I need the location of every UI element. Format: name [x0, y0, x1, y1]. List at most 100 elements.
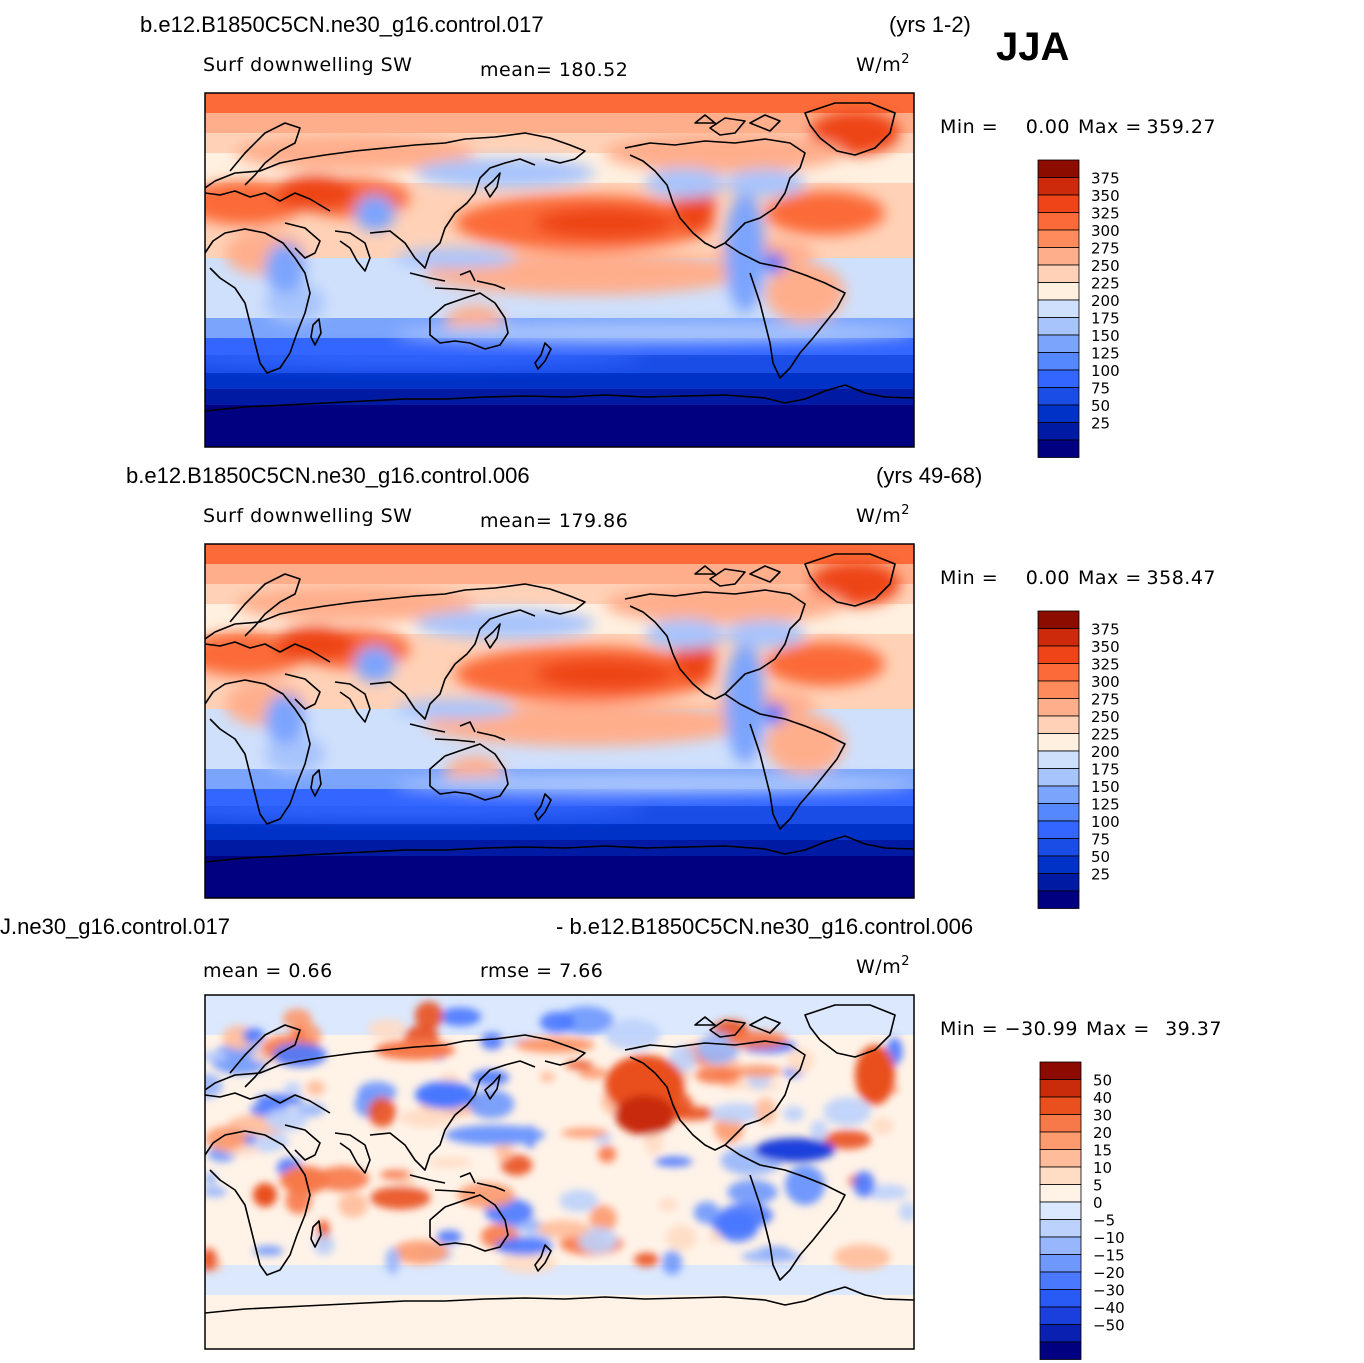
colorbar-level-label: 50 [1091, 397, 1110, 415]
colorbar-swatch [1037, 299, 1080, 318]
colorbar-level-label: 125 [1091, 345, 1120, 363]
colorbar-swatch [1037, 715, 1080, 734]
colorbar-swatch [1039, 1254, 1082, 1273]
mean-label: mean = 0.66 [203, 960, 333, 982]
units-label: W/m2 [856, 954, 910, 978]
colorbar-level-label: 375 [1091, 621, 1120, 639]
colorbar-swatch [1037, 750, 1080, 769]
colorbar-swatch [1037, 698, 1080, 717]
colorbar-level-label: 275 [1091, 240, 1120, 258]
colorbar-swatch [1039, 1061, 1082, 1080]
map-frame [204, 543, 915, 899]
colorbar-swatch [1037, 352, 1080, 371]
map-frame [204, 994, 915, 1350]
min-value: −30.99 [1005, 1018, 1078, 1040]
colorbar-swatch [1037, 803, 1080, 822]
colorbar-level-label: 225 [1091, 726, 1120, 744]
colorbar-swatch [1039, 1289, 1082, 1308]
colorbar-swatch [1037, 334, 1080, 353]
colorbar-level-label: 20 [1093, 1124, 1112, 1142]
colorbar-level-label: 30 [1093, 1107, 1112, 1125]
panel-title-left: b.e12.B1850C5CN.ne30_g16.control.017 [140, 12, 544, 37]
colorbar-level-label: 300 [1091, 673, 1120, 691]
variable-label: Surf downwelling SW [203, 505, 412, 527]
colorbar-level-label: 50 [1093, 1072, 1112, 1090]
colorbar-level-label: −20 [1093, 1264, 1125, 1282]
colorbar-level-label: 125 [1091, 796, 1120, 814]
colorbar-level-label: 325 [1091, 205, 1120, 223]
map-case [204, 92, 915, 448]
colorbar-level-label: 350 [1091, 638, 1120, 656]
colorbar-level-label: 25 [1091, 866, 1110, 884]
max-value: 358.47 [1147, 567, 1216, 589]
colorbar-level-label: 100 [1091, 362, 1120, 380]
variable-label: Surf downwelling SW [203, 54, 412, 76]
colorbar-swatch [1037, 369, 1080, 388]
colorbar-swatch [1039, 1079, 1082, 1098]
colorbar-swatch [1039, 1219, 1082, 1238]
colorbar-level-label: 325 [1091, 656, 1120, 674]
mean-label: mean= 179.86 [480, 510, 628, 532]
colorbar-level-label: 50 [1091, 848, 1110, 866]
colorbar-level-label: 150 [1091, 778, 1120, 796]
max-value: 359.27 [1147, 116, 1216, 138]
colorbar-level-label: 75 [1091, 380, 1110, 398]
colorbar-level-label: −40 [1093, 1299, 1125, 1317]
panel-diff: J.ne30_g16.control.017 - b.e12.B1850C5CN… [0, 914, 1222, 1360]
colorbar-swatch [1037, 855, 1080, 874]
colorbar-level-label: 225 [1091, 275, 1120, 293]
min-label: Min = [940, 567, 998, 589]
colorbar-swatch [1039, 1131, 1082, 1150]
colorbar-level-label: 10 [1093, 1159, 1112, 1177]
colorbar-swatch [1037, 785, 1080, 804]
min-label: Min = [940, 116, 998, 138]
colorbar-swatch [1039, 1149, 1082, 1168]
max-label: Max = [1086, 1018, 1150, 1040]
colorbar-swatch [1039, 1306, 1082, 1325]
colorbar-swatch [1037, 404, 1080, 423]
colorbar-swatch [1037, 194, 1080, 213]
colorbar-swatch [1037, 610, 1080, 629]
map-control [204, 543, 915, 899]
panel-case: b.e12.B1850C5CN.ne30_g16.control.017 (yr… [140, 12, 1216, 458]
colorbar-swatch [1039, 1114, 1082, 1133]
colorbar-swatch [1037, 229, 1080, 248]
colorbar-swatch [1039, 1324, 1082, 1343]
colorbar-swatch [1037, 768, 1080, 787]
panel-title-right: - b.e12.B1850C5CN.ne30_g16.control.006 [556, 914, 973, 939]
panel-title-left: J.ne30_g16.control.017 [0, 914, 230, 939]
colorbar-level-label: 75 [1091, 831, 1110, 849]
colorbar-level-label: 40 [1093, 1089, 1112, 1107]
colorbar-swatch [1037, 838, 1080, 857]
min-value: 0.00 [1026, 116, 1070, 138]
panel-title-right: (yrs 1-2) [889, 12, 971, 37]
season-label: JJA [996, 25, 1069, 69]
colorbar-level-label: 0 [1093, 1194, 1103, 1212]
colorbar-level-label: 250 [1091, 257, 1120, 275]
colorbar-level-label: −50 [1093, 1317, 1125, 1335]
colorbar-swatch [1037, 873, 1080, 892]
colorbar-level-label: 150 [1091, 327, 1120, 345]
colorbar-level-label: 175 [1091, 761, 1120, 779]
min-label: Min = [940, 1018, 998, 1040]
colorbar-swatch [1037, 177, 1080, 196]
colorbar-level-label: −15 [1093, 1247, 1125, 1265]
colorbar-level-label: −5 [1093, 1212, 1115, 1230]
colorbar-swatch [1037, 890, 1080, 909]
colorbar-swatch [1037, 820, 1080, 839]
colorbar-level-label: 350 [1091, 187, 1120, 205]
colorbar-swatch [1037, 439, 1080, 458]
panel-title-left: b.e12.B1850C5CN.ne30_g16.control.006 [126, 463, 530, 488]
colorbar-swatch [1037, 247, 1080, 266]
colorbar-swatch [1039, 1096, 1082, 1115]
colorbar-level-label: 5 [1093, 1177, 1103, 1195]
colorbar-swatch [1037, 733, 1080, 752]
units-label: W/m2 [856, 503, 910, 527]
colorbar-level-label: 300 [1091, 222, 1120, 240]
units-label: W/m2 [856, 52, 910, 76]
mean-label: mean= 180.52 [480, 59, 628, 81]
colorbar-swatch [1039, 1271, 1082, 1290]
colorbar-swatch [1037, 212, 1080, 231]
